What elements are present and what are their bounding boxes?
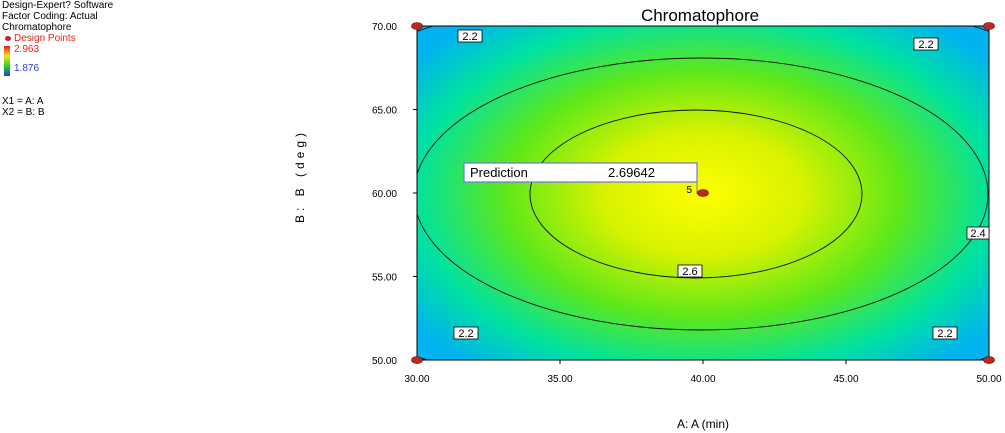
design-point: [411, 356, 423, 364]
contour-line-2-6: [529, 109, 863, 279]
legend-max-value: 2.963: [14, 44, 40, 55]
design-point: [983, 22, 995, 30]
design-points: [411, 22, 995, 364]
y-tick-label: 50.00: [372, 356, 397, 367]
contour-label: 2.2: [918, 39, 933, 51]
x-tick-label: 45.00: [833, 374, 858, 385]
factor-coding-label: Factor Coding: Actual: [2, 11, 98, 22]
prediction-box: Prediction 2.69642: [463, 162, 698, 194]
x1-label: X1 = A: A: [2, 96, 44, 107]
design-points-label: Design Points: [14, 33, 76, 44]
response-label: Chromatophore: [2, 22, 72, 33]
prediction-value: 2.69642: [608, 165, 655, 180]
x-tick-label: 50.00: [976, 374, 1001, 385]
prediction-label: Prediction: [470, 165, 528, 180]
design-points-legend: Design Points: [2, 33, 113, 44]
x-tick-label: 35.00: [547, 374, 572, 385]
contour-label: 2.2: [458, 328, 473, 340]
y-axis-ticks: 50.00 55.00 60.00 65.00 70.00: [372, 22, 417, 367]
design-point-icon: [5, 36, 11, 41]
design-point: [983, 356, 995, 364]
contour-label: 2.2: [937, 328, 952, 340]
x-tick-label: 30.00: [404, 374, 429, 385]
color-scale-bar: [4, 46, 10, 76]
y-tick-label: 70.00: [372, 22, 397, 33]
chart-title: Chromatophore: [641, 6, 759, 25]
y-tick-label: 65.00: [372, 106, 397, 117]
contour-label: 2.4: [970, 228, 985, 240]
design-point: [411, 22, 423, 30]
legend: Design-Expert? Software Factor Coding: A…: [2, 0, 113, 118]
y-tick-label: 60.00: [372, 189, 397, 200]
legend-min-value: 1.876: [14, 63, 40, 74]
x-axis-ticks: 30.00 35.00 40.00 45.00 50.00: [404, 360, 1002, 385]
y-axis-label: B: B (deg): [293, 129, 307, 223]
contour-label: 2.6: [682, 266, 697, 278]
contour-line-2-4: [417, 57, 989, 331]
y-tick-label: 55.00: [372, 273, 397, 284]
center-point-count: 5: [686, 185, 692, 196]
contour-label: 2.2: [462, 31, 477, 43]
x-axis-label: A: A (min): [677, 417, 729, 431]
x2-label: X2 = B: B: [2, 107, 45, 118]
design-point: [697, 189, 709, 197]
x-tick-label: 40.00: [690, 374, 715, 385]
software-label: Design-Expert? Software: [2, 0, 114, 11]
